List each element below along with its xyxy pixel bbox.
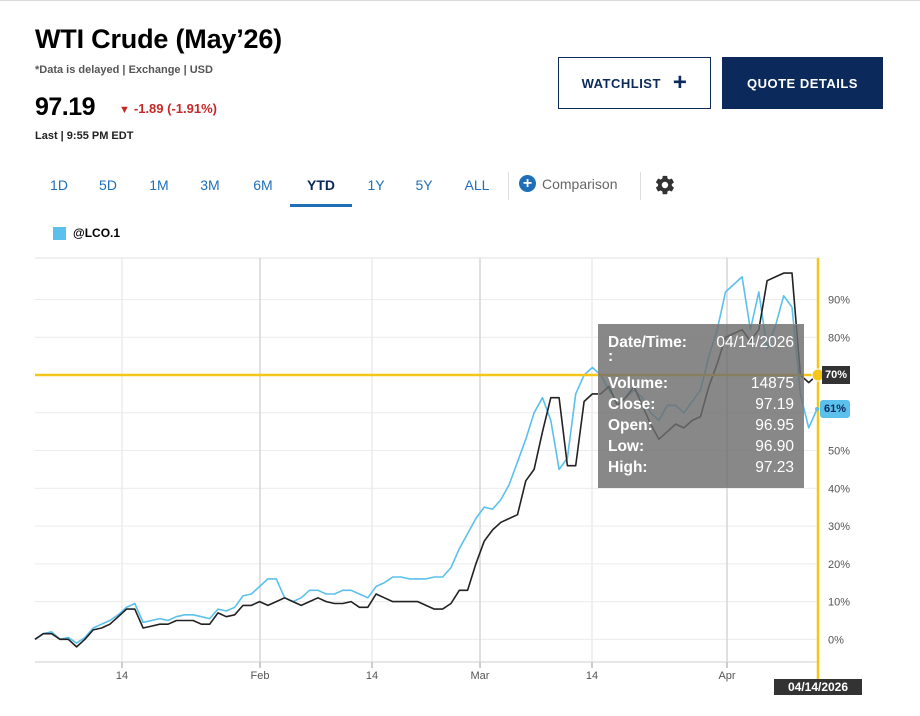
comparison-label: Comparison [542,175,618,192]
tooltip-volume-row: Volume: 14875 [608,373,794,394]
tooltip-high-label: High: [608,459,648,476]
tooltip-low-value: 96.90 [755,438,794,455]
series-value-tag: 61% [820,400,851,418]
y-tick-label: 40% [828,483,850,495]
tooltip-volume-label: Volume: [608,375,668,392]
tab-5d[interactable]: 5D [99,177,117,193]
x-tick-label: Feb [251,670,270,682]
y-tick-label: 20% [828,559,850,571]
y-tick-label: 80% [828,332,850,344]
y-tick-label: 0% [828,634,844,646]
tooltip-high-value: 97.23 [755,459,794,476]
tooltip-low-row: Low: 96.90 [608,436,794,457]
tooltip-datetime-value: 04/14/2026 [716,334,794,351]
tab-all[interactable]: ALL [464,177,490,193]
y-tick-label: 10% [828,597,850,609]
watchlist-button[interactable]: WATCHLIST + [558,57,711,109]
tooltip-high-row: High: 97.23 [608,457,794,478]
tooltip-low-label: Low: [608,438,645,455]
chart-legend: @LCO.1 [53,226,120,240]
crosshair-y-tag: 70% [822,366,851,384]
series-end-marker [815,407,819,412]
crosshair-date-label: 04/14/2026 [774,679,862,695]
tab-divider [508,172,509,200]
quote-details-button[interactable]: QUOTE DETAILS [722,57,883,109]
tooltip-open-label: Open: [608,417,653,434]
tab-1d[interactable]: 1D [50,177,68,193]
y-tick-label: 50% [828,446,850,458]
tooltip-datetime-label: Date/Time: [608,334,687,351]
tab-divider [640,172,641,200]
tab-ytd[interactable]: YTD [290,168,352,207]
tab-1m[interactable]: 1M [149,177,169,193]
page-title: WTI Crude (May’26) [35,24,282,54]
tooltip-close-value: 97.19 [755,396,794,413]
tooltip-volume-value: 14875 [750,375,794,392]
tab-3m[interactable]: 3M [200,177,220,193]
add-circle-icon: + [519,175,536,192]
tooltip-open-value: 96.95 [755,417,794,434]
tooltip-datetime-row: Date/Time: 04/14/2026 [608,332,794,352]
comparison-button[interactable]: + Comparison [519,175,617,192]
x-tick-label: Mar [471,670,490,682]
price-change: ▼ -1.89 (-1.91%) [119,101,217,116]
down-arrow-icon: ▼ [119,104,130,116]
tooltip-close-label: Close: [608,396,656,413]
tooltip-close-row: Close: 97.19 [608,394,794,415]
tab-6m[interactable]: 6M [253,177,273,193]
legend-swatch [53,226,66,240]
data-delayed-note: *Data is delayed | Exchange | USD [35,64,213,76]
x-tick-label: Apr [718,670,735,682]
price-change-value: -1.89 (-1.91%) [133,101,217,116]
tab-5y[interactable]: 5Y [415,177,433,193]
last-price: 97.19 [35,93,96,121]
tooltip-colon: : [608,348,614,365]
tooltip-open-row: Open: 96.95 [608,415,794,436]
x-tick-label: 14 [586,670,598,682]
x-tick-label: 14 [366,670,378,682]
tab-1y[interactable]: 1Y [367,177,385,193]
gear-icon[interactable] [654,174,676,196]
last-updated: Last | 9:55 PM EDT [35,130,134,142]
y-tick-label: 90% [828,295,850,307]
chart-tooltip: Date/Time: 04/14/2026 : Volume: 14875 Cl… [598,324,804,488]
watchlist-label: WATCHLIST [581,75,661,91]
y-tick-label: 30% [828,521,850,533]
top-border [0,0,920,1]
x-tick-label: 14 [116,670,128,682]
plus-icon: + [672,69,688,96]
legend-series-label: @LCO.1 [73,226,121,240]
